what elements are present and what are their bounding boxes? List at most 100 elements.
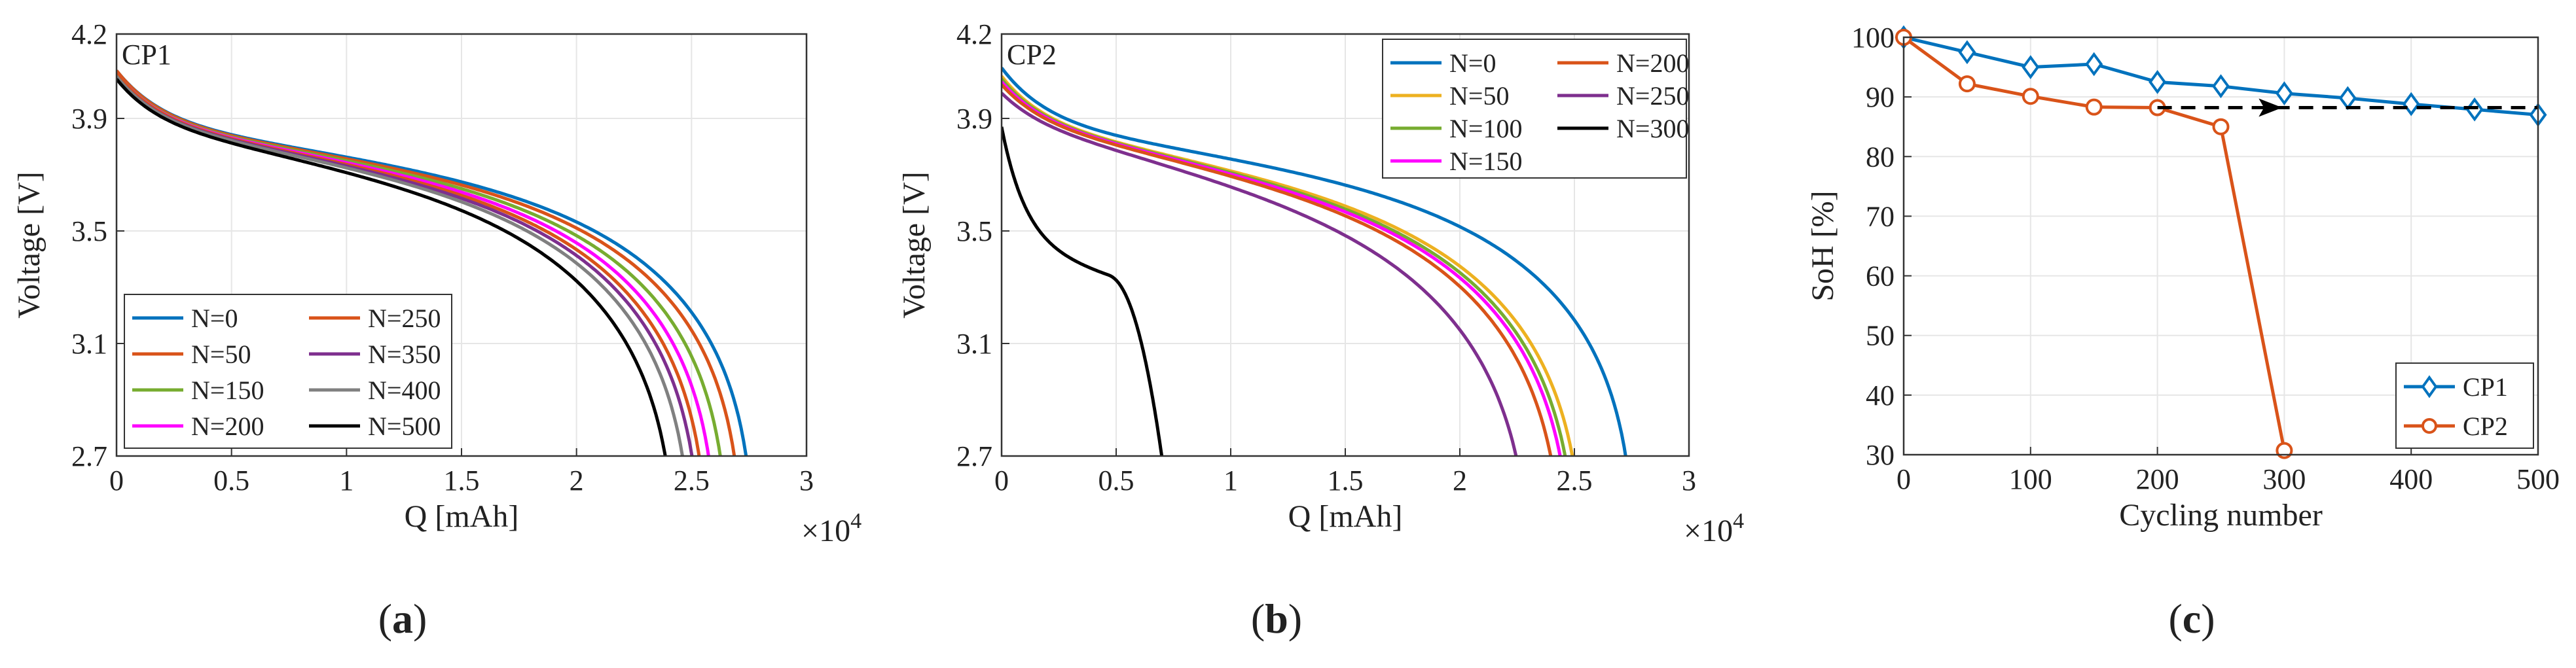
legend-entry-label: CP2	[2463, 412, 2508, 441]
data-point-cp1	[1958, 40, 1976, 65]
caption-paren: (	[378, 595, 392, 642]
x-axis-label: Cycling number	[2119, 498, 2323, 533]
chart-panel-c: 0 100 200 300 400 500 30 40 50 60 70 80 90 100 Cycling…	[1805, 22, 2560, 642]
plot-tag: CP2	[1007, 39, 1057, 71]
chart-panel-b: 0 0.5 1 1.5 2 2.5 3 2.7 3.1 3.5 3.9 4.2 Q [mAh] Volta…	[897, 18, 1744, 642]
y-tick-label: 80	[1866, 141, 1895, 173]
y-tick-label: 3.9	[956, 103, 992, 135]
series-group	[117, 69, 748, 456]
legend-entry-label: N=400	[368, 376, 441, 405]
caption-paren: )	[413, 595, 427, 642]
legend-entry-label: N=100	[1449, 114, 1522, 143]
legend-entry-label: CP1	[2463, 372, 2508, 402]
plot-tag: CP1	[122, 39, 172, 71]
legend-entry-label: N=250	[368, 304, 441, 333]
x-tick-label: 1.5	[444, 465, 480, 497]
legend-box	[124, 294, 452, 449]
x-tick-label: 1	[1224, 465, 1238, 497]
x-multiplier-exponent: 4	[850, 509, 862, 533]
x-tick-label: 3	[799, 465, 814, 497]
legend-entry-label: N=150	[1449, 147, 1522, 176]
axes-box	[1000, 33, 1690, 457]
legend-entry-label: N=50	[1449, 81, 1509, 111]
series-line-n-0	[1002, 67, 1627, 456]
y-tick-label: 30	[1866, 439, 1895, 471]
data-point-cp1	[2402, 92, 2420, 116]
chart-panel-a: 0 0.5 1 1.5 2 2.5 3 2.7 3.1 3.5 3.9 4.2 Q [mAh] Volta…	[12, 18, 862, 642]
y-tick-label: 3.9	[71, 103, 107, 135]
x-tick-label: 1	[339, 465, 354, 497]
x-tick-label: 0	[994, 465, 1009, 497]
legend-entry-label: N=0	[1449, 48, 1496, 78]
axes-box	[115, 33, 808, 457]
y-tick-label: 3.1	[956, 328, 992, 360]
y-axis-label: Voltage [V]	[897, 171, 932, 318]
y-tick-label: 100	[1851, 22, 1895, 54]
x-tick-label: 200	[2136, 463, 2179, 495]
legend-entry-label: N=0	[191, 304, 238, 333]
caption-paren: (	[2168, 595, 2182, 642]
y-tick-label: 70	[1866, 200, 1895, 232]
series-line-n-300	[1002, 126, 1164, 456]
data-point-cp1	[2085, 52, 2103, 77]
x-multiplier: ×104	[801, 509, 862, 548]
x-tick-label: 2.5	[674, 465, 710, 497]
x-tick-label: 0	[1896, 463, 1911, 495]
legend-marker	[2422, 418, 2437, 434]
data-point-cp2	[2022, 88, 2039, 105]
data-point-cp1	[2212, 74, 2230, 99]
panel-caption: (c)	[2168, 595, 2215, 642]
y-tick-label: 3.5	[71, 215, 107, 247]
legend-entry-label: N=150	[191, 376, 264, 405]
legend-entry-label: N=500	[368, 412, 441, 441]
x-tick-label: 1.5	[1328, 465, 1364, 497]
panel-caption: (b)	[1251, 595, 1302, 642]
x-tick-label: 100	[2009, 463, 2052, 495]
caption-paren: (	[1251, 595, 1265, 642]
legend: N=0 N=50 N=150 N=200 N=250 N=350 N=400 N=500	[124, 294, 452, 449]
data-point-cp1	[2022, 55, 2040, 79]
y-axis-label: Voltage [V]	[12, 171, 46, 318]
x-tick-label: 2	[570, 465, 584, 497]
axes-box	[1902, 36, 2539, 456]
y-tick-label: 3.5	[956, 215, 992, 247]
caption-paren: )	[1288, 595, 1302, 642]
legend-entry-label: N=350	[368, 340, 441, 369]
legend-entry-label: N=250	[1616, 81, 1689, 111]
x-axis-label: Q [mAh]	[1288, 499, 1403, 534]
x-multiplier-exponent: 4	[1733, 509, 1744, 533]
legend-entry-label: N=200	[191, 412, 264, 441]
x-tick-label: 3	[1682, 465, 1696, 497]
caption-letter: a	[392, 595, 413, 642]
x-multiplier-base: ×10	[801, 514, 850, 548]
data-point-cp1	[2275, 81, 2293, 106]
y-tick-label: 40	[1866, 379, 1895, 412]
series-line-n-400	[117, 75, 685, 456]
y-tick-label: 2.7	[71, 440, 107, 472]
caption-letter: c	[2183, 595, 2201, 642]
x-tick-label: 2.5	[1557, 465, 1593, 497]
x-tick-label: 0	[109, 465, 124, 497]
caption-paren: )	[2201, 595, 2215, 642]
data-point-cp2	[2085, 98, 2103, 116]
panel-caption: (a)	[378, 595, 427, 642]
data-point-cp2	[1958, 75, 1976, 93]
y-axis-label: SoH [%]	[1805, 190, 1840, 301]
legend-marker	[2421, 375, 2438, 398]
x-axis-label: Q [mAh]	[405, 499, 519, 534]
y-tick-label: 4.2	[956, 18, 992, 50]
x-multiplier: ×104	[1684, 509, 1744, 548]
data-point-cp2	[2212, 118, 2230, 135]
data-point-cp1	[2149, 69, 2167, 94]
y-tick-label: 4.2	[71, 18, 107, 50]
series-group	[1002, 67, 1627, 456]
series-line-n-250	[1002, 92, 1518, 456]
y-tick-label: 2.7	[956, 440, 992, 472]
legend-entry-label: N=50	[191, 340, 251, 369]
series-line-n-500	[117, 78, 667, 456]
x-tick-label: 400	[2389, 463, 2433, 495]
y-tick-label: 90	[1866, 81, 1895, 113]
data-point-cp2	[2276, 442, 2293, 459]
